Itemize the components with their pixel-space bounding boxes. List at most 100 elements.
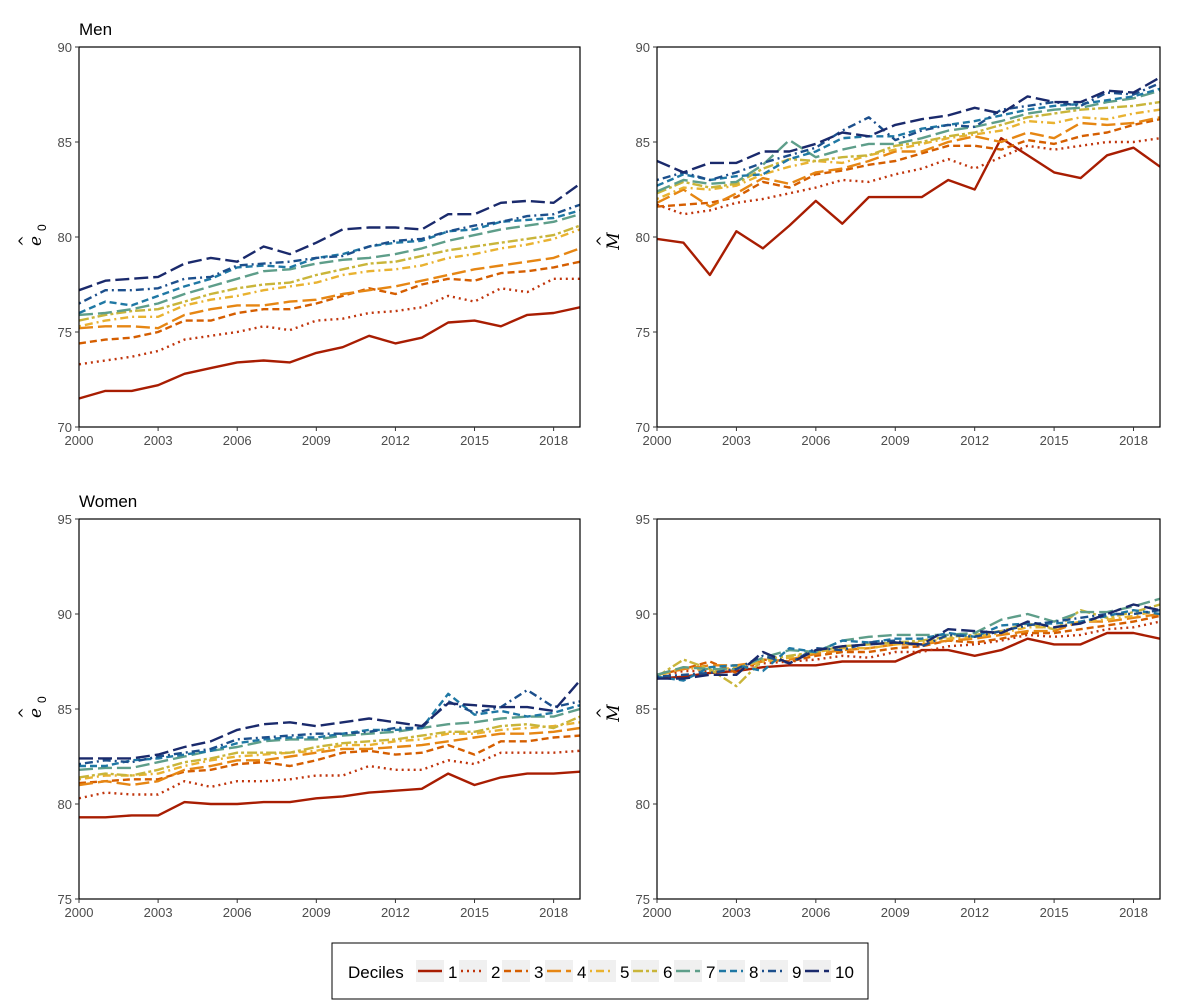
x-tick-label: 2009 [302, 433, 331, 448]
x-tick-label: 2018 [539, 905, 568, 920]
legend-label: 4 [577, 963, 586, 982]
series-lines [657, 597, 1160, 688]
plot-area [79, 519, 580, 899]
legend-item-4: 4 [545, 960, 586, 982]
series-line-decile-1 [657, 136, 1160, 277]
series-lines [79, 679, 580, 819]
x-tick-label: 2003 [722, 905, 751, 920]
legend-label: 3 [534, 963, 543, 982]
y-tick-label: 85 [58, 702, 72, 717]
series-line-decile-5 [657, 108, 1160, 201]
legend-label: 10 [835, 963, 854, 982]
chart-panel-4: 2000 2003 2006 2009 2012 2015 2018 75 80 85 90 95 M^ [595, 512, 1161, 920]
legend-title: Deciles [348, 963, 404, 982]
x-tick-label: 2012 [960, 433, 989, 448]
series-line-decile-2 [79, 749, 580, 800]
y-tick-label: 75 [636, 325, 650, 340]
y-axis-label: M^ [595, 704, 624, 723]
x-tick-label: 2003 [722, 433, 751, 448]
y-axis-hat: ^ [595, 707, 611, 719]
y-tick-label: 90 [58, 607, 72, 622]
series-line-decile-8 [79, 692, 580, 768]
series-line-decile-2 [79, 277, 580, 366]
series-line-decile-5 [657, 609, 1160, 678]
y-axis-symbol: e [26, 236, 46, 246]
legend-item-3: 3 [502, 960, 543, 982]
legend-label: 2 [491, 963, 500, 982]
panel-title: Men [79, 20, 112, 39]
y-axis-label: M^ [595, 232, 624, 251]
legend-items: 1 2 3 4 5 6 7 8 9 10 [416, 960, 854, 982]
legend-item-8: 8 [717, 960, 758, 982]
x-tick-label: 2003 [144, 905, 173, 920]
y-tick-label: 75 [636, 892, 650, 907]
x-tick-label: 2006 [801, 433, 830, 448]
y-tick-label: 75 [58, 325, 72, 340]
series-line-decile-3 [79, 260, 580, 345]
series-line-decile-5 [79, 228, 580, 328]
y-tick-label: 75 [58, 892, 72, 907]
y-axis-subscript: 0 [35, 696, 49, 703]
y-axis-symbol: e [26, 708, 46, 718]
series-line-decile-8 [657, 609, 1160, 682]
series-line-decile-7 [657, 89, 1160, 193]
series-line-decile-7 [79, 707, 580, 771]
series-line-decile-6 [657, 603, 1160, 688]
legend-item-1: 1 [416, 960, 457, 982]
legend-label: 5 [620, 963, 629, 982]
legend-label: 1 [448, 963, 457, 982]
legend-item-7: 7 [674, 960, 715, 982]
x-tick-label: 2018 [1119, 905, 1148, 920]
series-line-decile-10 [79, 182, 580, 292]
chart-panel-2: 2000 2003 2006 2009 2012 2015 2018 70 75 80 85 90 M^ [595, 40, 1161, 448]
legend: Deciles 1 2 3 4 5 6 7 8 9 10 [331, 942, 869, 1000]
legend-item-9: 9 [760, 960, 801, 982]
x-tick-label: 2018 [1119, 433, 1148, 448]
x-tick-label: 2000 [65, 905, 94, 920]
y-tick-label: 90 [636, 40, 650, 55]
y-axis-label: e^0 [17, 696, 49, 719]
x-tick-label: 2015 [1040, 905, 1069, 920]
series-line-decile-9 [657, 81, 1160, 182]
series-line-decile-6 [657, 100, 1160, 195]
y-axis-label: e^0 [17, 224, 49, 247]
series-line-decile-4 [79, 247, 580, 330]
legend-key-bg [631, 960, 659, 982]
x-tick-label: 2012 [381, 905, 410, 920]
series-line-decile-7 [79, 213, 580, 317]
y-axis-symbol: M [604, 232, 624, 251]
legend-item-5: 5 [588, 960, 629, 982]
legend-item-2: 2 [459, 960, 500, 982]
y-tick-label: 95 [636, 512, 650, 527]
plot-area [79, 47, 580, 427]
y-tick-label: 85 [58, 135, 72, 150]
series-line-decile-9 [79, 203, 580, 305]
series-line-decile-9 [79, 688, 580, 766]
y-axis-hat: ^ [17, 707, 33, 719]
series-line-decile-1 [79, 770, 580, 819]
series-line-decile-6 [79, 224, 580, 322]
series-line-decile-6 [79, 715, 580, 779]
series-line-decile-5 [79, 721, 580, 781]
x-tick-label: 2000 [65, 433, 94, 448]
y-tick-label: 85 [636, 135, 650, 150]
y-axis-symbol: M [604, 704, 624, 723]
chart-panel-3: Women 2000 2003 2006 2009 2012 2015 2018 75 80 85 9… [17, 492, 581, 920]
legend-label: 9 [792, 963, 801, 982]
legend-item-6: 6 [631, 960, 672, 982]
x-tick-label: 2003 [144, 433, 173, 448]
y-axis-hat: ^ [17, 235, 33, 247]
series-line-decile-8 [79, 209, 580, 315]
y-tick-label: 85 [636, 702, 650, 717]
x-tick-label: 2009 [881, 433, 910, 448]
series-line-decile-1 [79, 306, 580, 400]
series-line-decile-2 [657, 137, 1160, 216]
x-tick-label: 2018 [539, 433, 568, 448]
y-tick-label: 80 [636, 230, 650, 245]
y-tick-label: 90 [636, 607, 650, 622]
series-line-decile-3 [657, 118, 1160, 208]
series-lines [79, 182, 580, 400]
x-tick-label: 2006 [223, 433, 252, 448]
series-line-decile-10 [657, 76, 1160, 174]
